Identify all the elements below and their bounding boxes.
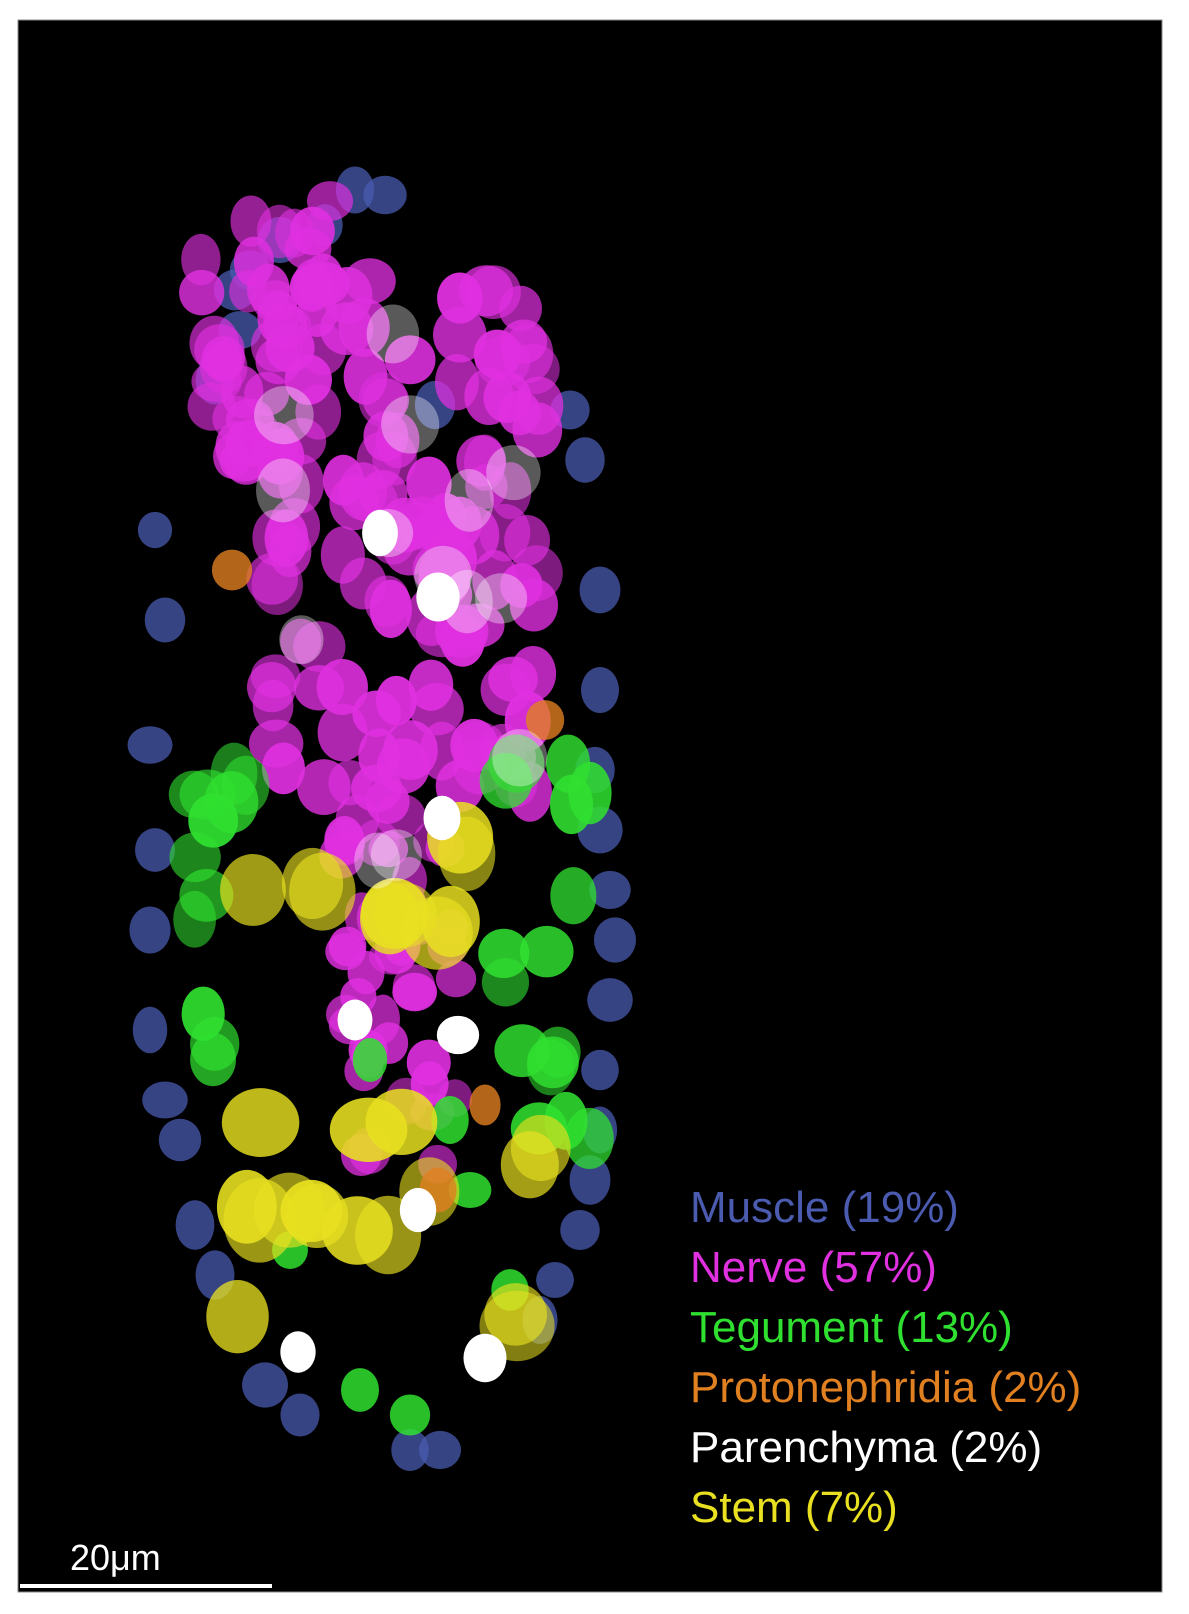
figure: Muscle (19%) Nerve (57%) Tegument (13%) Pro… [0,0,1189,1614]
cell [364,576,409,627]
cell [256,458,310,522]
page: Muscle (19%) Nerve (57%) Tegument (13%) Pro… [0,0,1189,1614]
cell [128,726,173,764]
cell [338,1000,373,1041]
cell [492,729,547,786]
cell [419,1431,461,1469]
legend-entry: Protonephridia (2%) [690,1363,1081,1412]
cell [190,1017,239,1071]
cell [159,1119,201,1161]
cell [322,1196,393,1264]
cell [550,775,593,835]
cell [535,1027,580,1078]
cell [421,886,480,957]
cell [217,1170,277,1244]
cell [501,1131,559,1198]
cell [414,546,472,605]
cell [536,1262,574,1298]
cell [581,1050,619,1090]
legend-entry: Nerve (57%) [690,1243,937,1292]
cell [594,917,636,962]
cell [252,555,303,615]
cell [279,615,323,664]
cell [486,445,540,500]
cell [242,1362,288,1407]
cell [318,703,368,761]
cell [367,305,419,364]
cell [222,1088,299,1157]
cell [348,951,385,994]
cell [580,567,621,614]
cell [135,828,175,872]
cell [297,759,351,815]
legend-entry: Muscle (19%) [690,1183,959,1232]
cell [142,1081,188,1118]
cell [435,354,479,410]
cell [353,1038,387,1082]
cell [202,336,246,381]
legend-entry: Parenchyma (2%) [690,1423,1042,1472]
cell [560,1210,600,1250]
cell [445,469,494,532]
cell [437,1016,479,1054]
cell [254,386,314,444]
cell [520,926,574,977]
cell [138,512,172,548]
cell [366,1089,438,1155]
cell [360,882,420,954]
cell [229,270,267,312]
cell [565,437,604,482]
cell [363,176,407,214]
cell [289,853,355,931]
legend-entry: Stem (7%) [690,1483,898,1532]
cell [341,1368,379,1412]
cell [463,1334,506,1383]
cell [363,509,413,557]
cell [581,667,619,713]
cell [498,390,541,435]
cell [390,1394,430,1435]
cell [247,662,296,712]
scale-bar-label: 20μm [70,1537,161,1578]
cell [409,660,454,711]
cell [145,598,186,643]
legend-entry: Tegument (13%) [690,1303,1013,1352]
cell [320,302,373,355]
cell [423,796,460,840]
cell [133,1007,167,1053]
cell [587,978,632,1022]
cell [507,344,559,395]
cell [420,722,464,781]
cell [179,270,224,315]
cell [129,907,170,954]
cell [294,665,344,710]
cell [220,854,286,926]
cell [251,319,302,373]
cell [469,1084,500,1125]
cell [381,395,439,453]
cell [371,829,422,880]
cell [437,273,483,324]
cell [280,1394,319,1437]
cell [176,1200,215,1249]
cell [400,1188,436,1232]
cell [206,1280,269,1353]
cell [488,657,538,702]
cell [204,771,258,833]
cell [550,867,596,924]
cell [280,1331,315,1372]
cell [212,550,252,591]
